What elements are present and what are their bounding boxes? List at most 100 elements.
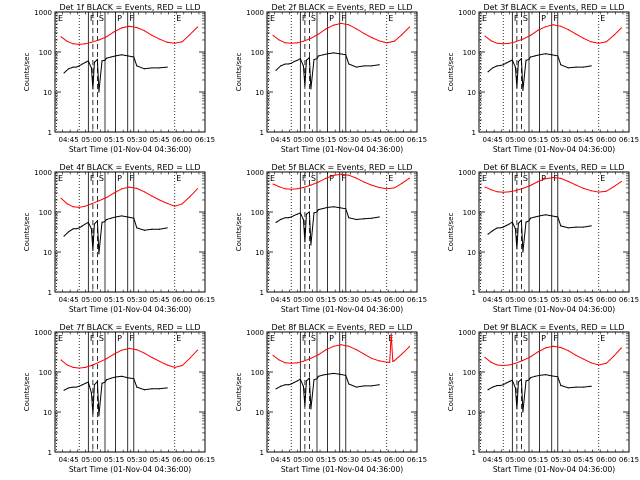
event-rate-point (84, 382, 86, 384)
event-rate-point (302, 218, 304, 221)
event-rate-point (517, 222, 519, 224)
event-rate-point (313, 58, 315, 61)
x-tick-label: 05:00 (505, 136, 525, 144)
event-rate-point (522, 251, 524, 253)
event-rate-point (308, 377, 311, 379)
lld-rate-point (72, 43, 74, 45)
event-rate-point (81, 63, 83, 65)
lld-rate-point (508, 364, 510, 366)
lld-rate-point (78, 206, 80, 209)
event-marker-label: S (523, 334, 528, 343)
lld-rate-point (272, 354, 274, 357)
event-rate-point (290, 383, 292, 385)
x-tick-label: 05:00 (505, 296, 525, 304)
chart-panel-2: Det 2f BLACK = Events, RED = LLD 1 10 100 10… (235, 3, 427, 154)
lld-rate-point (296, 188, 298, 190)
lld-rate-point (189, 34, 191, 36)
event-rate-point (560, 64, 562, 66)
event-marker-label: E (482, 174, 487, 183)
event-rate-point (72, 386, 74, 388)
event-marker-label: E (482, 14, 487, 23)
lld-rate-point (363, 32, 365, 35)
lld-rate-point (522, 187, 524, 189)
lld-rate-point (84, 205, 86, 207)
lld-rate-point (166, 364, 168, 366)
lld-rate-point (529, 356, 532, 358)
event-rate-point (158, 388, 161, 390)
event-rate-point (517, 381, 519, 383)
lld-rate-point (545, 26, 547, 28)
lld-rate-point (340, 22, 342, 24)
event-rate-point (505, 382, 507, 384)
x-tick-label: 05:00 (293, 456, 313, 464)
event-rate-point (101, 60, 103, 62)
event-rate-point (317, 208, 320, 211)
lld-rate-line (484, 24, 622, 45)
event-marker-label: F (129, 174, 134, 183)
y-tick-label: 100 (39, 209, 52, 217)
lld-rate-point (560, 177, 562, 180)
lld-rate-point (310, 357, 312, 359)
x-tick-label: 06:15 (619, 456, 639, 464)
lld-rate-point (545, 347, 547, 349)
event-rate-point (333, 372, 335, 375)
lld-rate-point (408, 346, 411, 348)
x-axis-label: Start Time (01-Nov-04 04:36:00) (493, 305, 615, 314)
y-tick-label: 100 (463, 369, 476, 377)
chart-title: Det 3f BLACK = Events, RED = LLD (483, 3, 624, 12)
event-marker-label: S (523, 14, 528, 23)
lld-rate-point (128, 347, 130, 349)
lld-rate-point (496, 364, 498, 366)
lld-rate-point (620, 27, 623, 29)
x-tick-label: 06:15 (407, 296, 427, 304)
event-rate-point (287, 217, 289, 219)
lld-rate-point (113, 31, 115, 33)
lld-rate-point (302, 186, 304, 189)
event-marker-label: S (311, 174, 316, 183)
lld-rate-point (317, 354, 320, 356)
y-tick-label: 100 (463, 209, 476, 217)
event-rate-point (539, 374, 541, 377)
lld-rate-point (105, 358, 108, 360)
lld-rate-point (98, 39, 100, 41)
event-rate-point (63, 235, 65, 237)
event-marker-label: S (311, 14, 316, 23)
lld-rate-point (490, 361, 492, 363)
event-rate-point (96, 220, 99, 222)
x-tick-label: 05:00 (81, 456, 101, 464)
y-tick-label: 1 (260, 449, 264, 457)
event-rate-point (502, 226, 504, 228)
chart-panel-1: Det 1f BLACK = Events, RED = LLD 1 10 100 10… (23, 3, 215, 154)
event-rate-point (63, 389, 65, 391)
event-rate-point (378, 216, 380, 218)
event-rate-point (492, 386, 494, 388)
lld-rate-point (90, 364, 92, 367)
event-rate-point (105, 218, 108, 221)
lld-rate-point (575, 184, 577, 186)
event-rate-point (370, 217, 373, 219)
lld-rate-point (113, 353, 115, 355)
event-rate-point (557, 376, 559, 378)
event-rate-point (136, 65, 138, 67)
event-rate-point (575, 386, 577, 388)
x-tick-label: 04:45 (483, 136, 503, 144)
chart-panel-8: Det 8f BLACK = Events, RED = LLD 1 10 100 10… (235, 323, 427, 474)
event-rate-point (520, 58, 523, 60)
lld-rate-point (408, 177, 411, 179)
event-rate-point (582, 386, 585, 388)
lld-rate-point (484, 35, 486, 37)
x-tick-label: 06:00 (384, 456, 404, 464)
x-axis-label: Start Time (01-Nov-04 04:36:00) (69, 465, 191, 474)
chart-panel-3: Det 3f BLACK = Events, RED = LLD 1 10 100 10… (447, 3, 639, 154)
event-marker-label: S (523, 174, 528, 183)
event-marker-label: P (117, 174, 122, 183)
lld-rate-point (567, 29, 569, 31)
event-rate-point (545, 214, 547, 216)
event-marker-label: F (341, 334, 346, 343)
lld-rate-point (502, 43, 504, 45)
chart-title: Det 4f BLACK = Events, RED = LLD (59, 163, 200, 172)
event-rate-point (110, 217, 112, 219)
lld-rate-point (98, 200, 100, 202)
y-tick-label: 1000 (34, 169, 52, 177)
lld-rate-point (196, 26, 199, 28)
